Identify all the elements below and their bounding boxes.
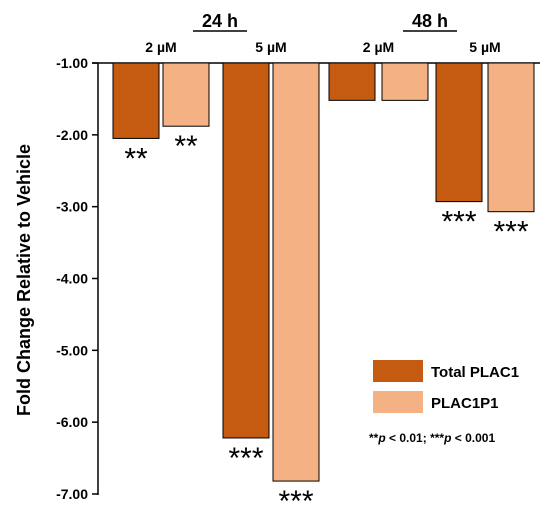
bar-plac1p1	[272, 62, 320, 482]
legend-label-plac1p1: PLAC1P1	[431, 395, 499, 412]
bar-total-plac1	[222, 62, 270, 439]
y-tick-label: -6.00	[56, 414, 88, 430]
legend-swatch-plac1p1	[373, 391, 423, 413]
significance-marker: **	[174, 130, 198, 163]
y-tick-label: -2.00	[56, 127, 88, 143]
concentration-label: 2 µM	[145, 39, 176, 55]
significance-marker: ***	[493, 216, 528, 249]
concentration-label: 5 µM	[255, 39, 286, 55]
note-stars-2: **	[369, 431, 379, 445]
note-stars-3: ***	[430, 431, 444, 445]
y-tick-label: -7.00	[56, 486, 88, 502]
concentration-label: 2 µM	[363, 39, 394, 55]
significance-marker: ***	[228, 442, 263, 475]
group-label: 24 h	[202, 11, 238, 31]
y-axis-label: Fold Change Relative to Vehicle	[14, 144, 34, 416]
note-p-2: p	[443, 431, 451, 445]
legend: Total PLAC1 PLAC1P1	[373, 360, 519, 413]
y-tick-label: -3.00	[56, 199, 88, 215]
significance-marker: ***	[441, 206, 476, 239]
significance-note: **p < 0.01; ***p < 0.001	[369, 431, 495, 445]
concentration-label: 5 µM	[469, 39, 500, 55]
bar-plac1p1	[162, 62, 210, 127]
y-tick-label: -5.00	[56, 342, 88, 358]
bar-total-plac1	[112, 62, 160, 139]
bar-total-plac1	[435, 62, 483, 203]
note-p-1: p	[377, 431, 385, 445]
legend-label-total-plac1: Total PLAC1	[431, 364, 519, 381]
significance-marker: ***	[278, 485, 313, 517]
bar-total-plac1	[328, 62, 376, 101]
labels-layer: -1.00 -2.00 -3.00 -4.00 -5.00 -6.00 -7.00 24 h 2…	[56, 11, 529, 517]
bars-layer	[112, 62, 535, 482]
note-threshold-2: < 0.001	[451, 431, 495, 445]
bar-plac1p1	[487, 62, 535, 213]
bar-plac1p1	[381, 62, 429, 101]
y-tick-label: -4.00	[56, 271, 88, 287]
legend-swatch-total-plac1	[373, 360, 423, 382]
significance-marker: **	[124, 142, 148, 175]
group-label: 48 h	[412, 11, 448, 31]
note-threshold-1: < 0.01;	[386, 431, 430, 445]
y-tick-label: -1.00	[56, 55, 88, 71]
